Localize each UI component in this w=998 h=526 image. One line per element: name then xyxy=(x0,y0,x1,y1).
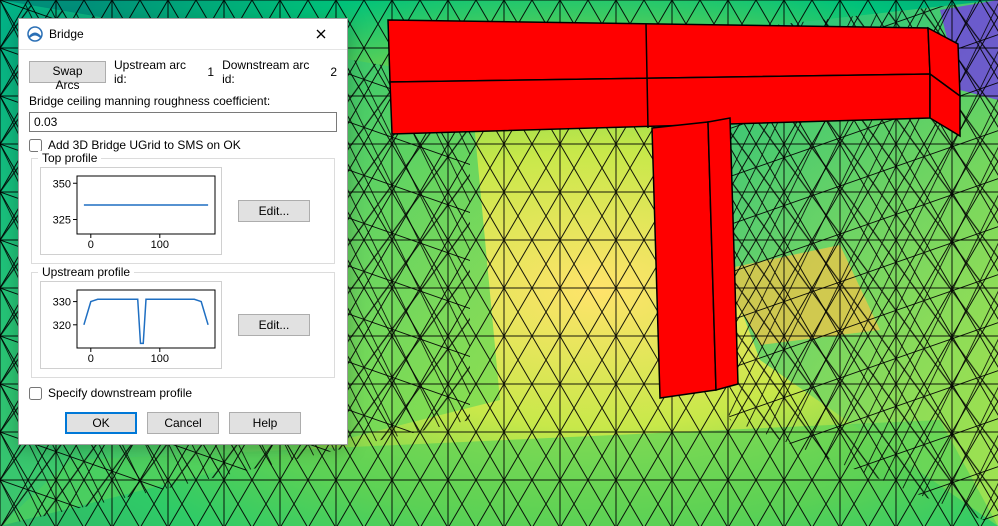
top-profile-chart: 325 350 0 100 xyxy=(40,167,222,255)
top-profile-edit-button[interactable]: Edit... xyxy=(238,200,310,222)
specify-downstream-checkbox[interactable] xyxy=(29,387,42,400)
close-button[interactable] xyxy=(301,21,341,47)
top-profile-label: Top profile xyxy=(38,151,101,165)
swap-arcs-button[interactable]: Swap Arcs xyxy=(29,61,106,83)
svg-text:350: 350 xyxy=(53,178,71,190)
downstream-arc-label: Downstream arc id: xyxy=(222,58,322,86)
app-icon xyxy=(27,26,43,42)
specify-downstream-row[interactable]: Specify downstream profile xyxy=(29,386,337,400)
svg-text:320: 320 xyxy=(53,320,71,332)
roughness-input[interactable] xyxy=(29,112,337,132)
top-profile-group: Top profile 3253500100 Edit... xyxy=(31,158,335,264)
svg-text:100: 100 xyxy=(151,239,169,251)
upstream-profile-chart: 320 330 0 100 xyxy=(40,281,222,369)
upstream-profile-group: Upstream profile 3203300100 Edit... xyxy=(31,272,335,378)
titlebar[interactable]: Bridge xyxy=(19,19,347,50)
upstream-arc-id: 1 xyxy=(207,65,214,79)
svg-text:0: 0 xyxy=(88,239,94,251)
upstream-profile-label: Upstream profile xyxy=(38,265,134,279)
svg-text:0: 0 xyxy=(88,353,94,365)
bridge-dialog: Bridge Swap Arcs Upstream arc id: 1 Down… xyxy=(18,18,348,445)
upstream-arc-label: Upstream arc id: xyxy=(114,58,199,86)
svg-text:330: 330 xyxy=(53,297,71,309)
dialog-title: Bridge xyxy=(49,27,301,41)
close-icon xyxy=(316,29,326,39)
cancel-button[interactable]: Cancel xyxy=(147,412,219,434)
downstream-arc-id: 2 xyxy=(330,65,337,79)
svg-text:100: 100 xyxy=(151,353,169,365)
specify-downstream-label: Specify downstream profile xyxy=(48,386,192,400)
add-ugrid-label: Add 3D Bridge UGrid to SMS on OK xyxy=(48,138,241,152)
roughness-label: Bridge ceiling manning roughness coeffic… xyxy=(29,94,337,108)
ok-button[interactable]: OK xyxy=(65,412,137,434)
add-ugrid-checkbox[interactable] xyxy=(29,139,42,152)
add-ugrid-row[interactable]: Add 3D Bridge UGrid to SMS on OK xyxy=(29,138,337,152)
upstream-profile-edit-button[interactable]: Edit... xyxy=(238,314,310,336)
svg-text:325: 325 xyxy=(53,215,71,227)
help-button[interactable]: Help xyxy=(229,412,301,434)
